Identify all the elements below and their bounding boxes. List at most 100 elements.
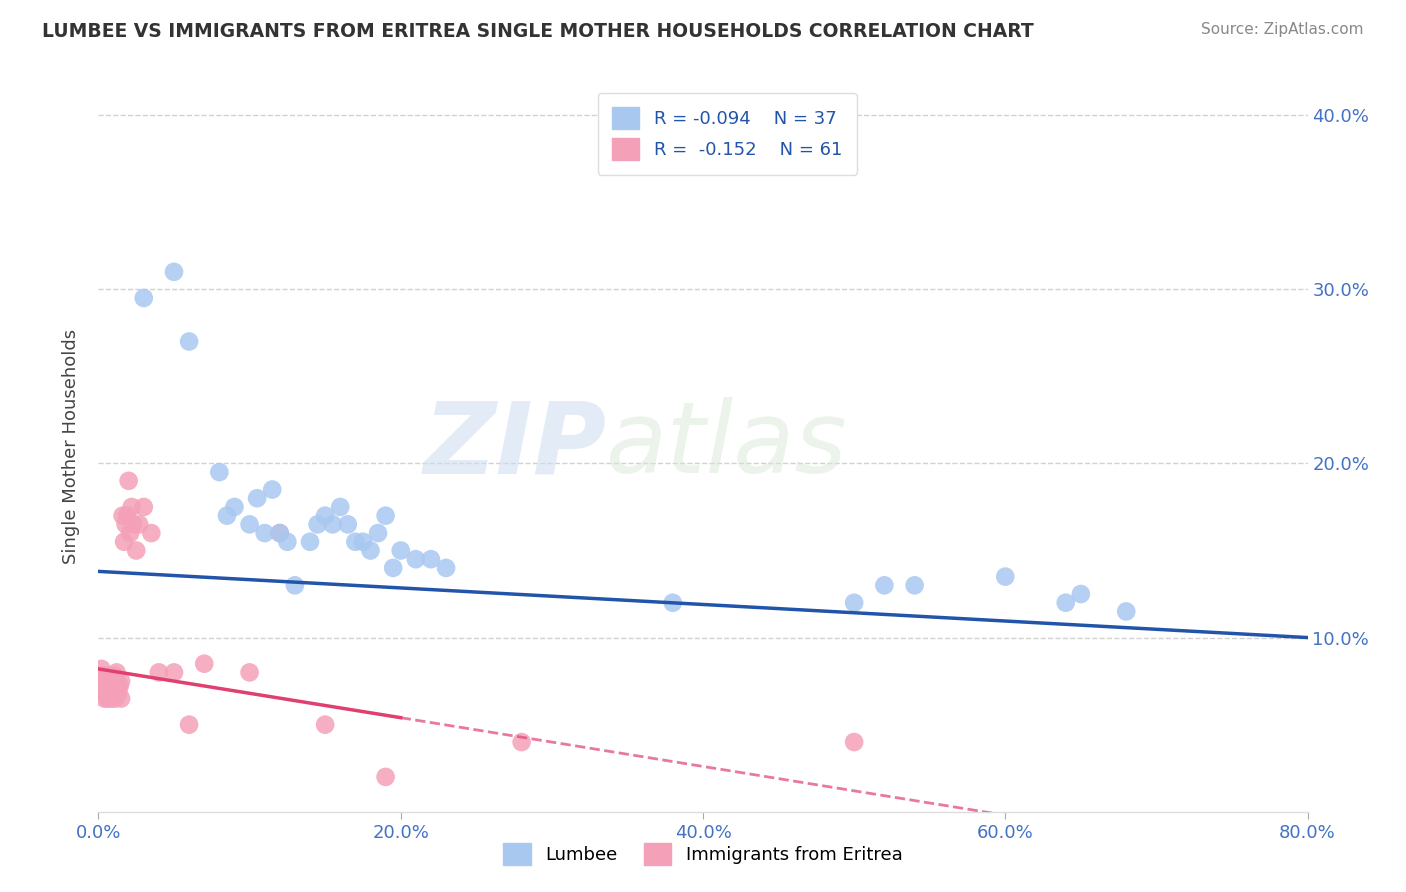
Point	[374, 770, 396, 784]
Point	[1115, 604, 1137, 618]
Point	[163, 265, 186, 279]
Point	[94, 679, 117, 693]
Point	[94, 682, 117, 697]
Point	[208, 465, 231, 479]
Point	[193, 657, 215, 671]
Point	[101, 691, 124, 706]
Point	[374, 508, 396, 523]
Point	[108, 679, 131, 693]
Point	[98, 669, 121, 683]
Point	[105, 674, 128, 689]
Point	[434, 561, 457, 575]
Point	[120, 526, 142, 541]
Point	[103, 682, 125, 697]
Point	[104, 691, 127, 706]
Point	[104, 669, 127, 683]
Point	[128, 517, 150, 532]
Point	[344, 534, 367, 549]
Point	[115, 508, 138, 523]
Point	[367, 526, 389, 541]
Point	[329, 500, 352, 514]
Point	[844, 596, 866, 610]
Point	[215, 508, 238, 523]
Point	[179, 717, 201, 731]
Point	[96, 691, 118, 706]
Point	[253, 526, 276, 541]
Point	[103, 686, 125, 700]
Point	[91, 682, 114, 697]
Point	[110, 691, 132, 706]
Point	[873, 578, 896, 592]
Point	[107, 682, 129, 697]
Text: LUMBEE VS IMMIGRANTS FROM ERITREA SINGLE MOTHER HOUSEHOLDS CORRELATION CHART: LUMBEE VS IMMIGRANTS FROM ERITREA SINGLE…	[42, 22, 1033, 41]
Point	[105, 665, 128, 680]
Point	[94, 686, 117, 700]
Point	[179, 334, 201, 349]
Legend: R = -0.094    N = 37, R =  -0.152    N = 61: R = -0.094 N = 37, R = -0.152 N = 61	[598, 93, 856, 175]
Point	[100, 686, 122, 700]
Point	[101, 679, 124, 693]
Point	[89, 674, 111, 689]
Point	[904, 578, 927, 592]
Text: Source: ZipAtlas.com: Source: ZipAtlas.com	[1201, 22, 1364, 37]
Point	[994, 569, 1017, 583]
Point	[107, 686, 129, 700]
Text: atlas: atlas	[606, 398, 848, 494]
Point	[96, 686, 118, 700]
Point	[148, 665, 170, 680]
Point	[96, 682, 118, 697]
Point	[269, 526, 291, 541]
Point	[276, 534, 298, 549]
Point	[93, 679, 115, 693]
Point	[91, 674, 114, 689]
Point	[91, 686, 114, 700]
Point	[269, 526, 291, 541]
Point	[103, 679, 125, 693]
Point	[299, 534, 322, 549]
Point	[1054, 596, 1077, 610]
Point	[389, 543, 412, 558]
Point	[94, 674, 117, 689]
Point	[110, 674, 132, 689]
Point	[98, 679, 121, 693]
Point	[163, 665, 186, 680]
Point	[224, 500, 246, 514]
Point	[90, 669, 112, 683]
Point	[118, 474, 141, 488]
Point	[284, 578, 307, 592]
Point	[844, 735, 866, 749]
Point	[101, 669, 124, 683]
Point	[510, 735, 533, 749]
Point	[246, 491, 269, 506]
Text: ZIP: ZIP	[423, 398, 606, 494]
Point	[352, 534, 374, 549]
Point	[125, 543, 148, 558]
Point	[141, 526, 163, 541]
Point	[121, 500, 143, 514]
Point	[239, 665, 262, 680]
Point	[103, 674, 125, 689]
Point	[98, 691, 121, 706]
Point	[132, 291, 155, 305]
Point	[90, 662, 112, 676]
Point	[93, 669, 115, 683]
Point	[1070, 587, 1092, 601]
Point	[96, 674, 118, 689]
Point	[322, 517, 344, 532]
Point	[132, 500, 155, 514]
Point	[307, 517, 329, 532]
Point	[382, 561, 405, 575]
Point	[336, 517, 359, 532]
Legend: Lumbee, Immigrants from Eritrea: Lumbee, Immigrants from Eritrea	[495, 834, 911, 874]
Point	[405, 552, 427, 566]
Point	[314, 717, 336, 731]
Point	[262, 483, 284, 497]
Point	[114, 517, 136, 532]
Point	[661, 596, 683, 610]
Point	[239, 517, 262, 532]
Point	[100, 682, 122, 697]
Y-axis label: Single Mother Households: Single Mother Households	[62, 328, 80, 564]
Point	[420, 552, 443, 566]
Point	[111, 508, 134, 523]
Point	[360, 543, 382, 558]
